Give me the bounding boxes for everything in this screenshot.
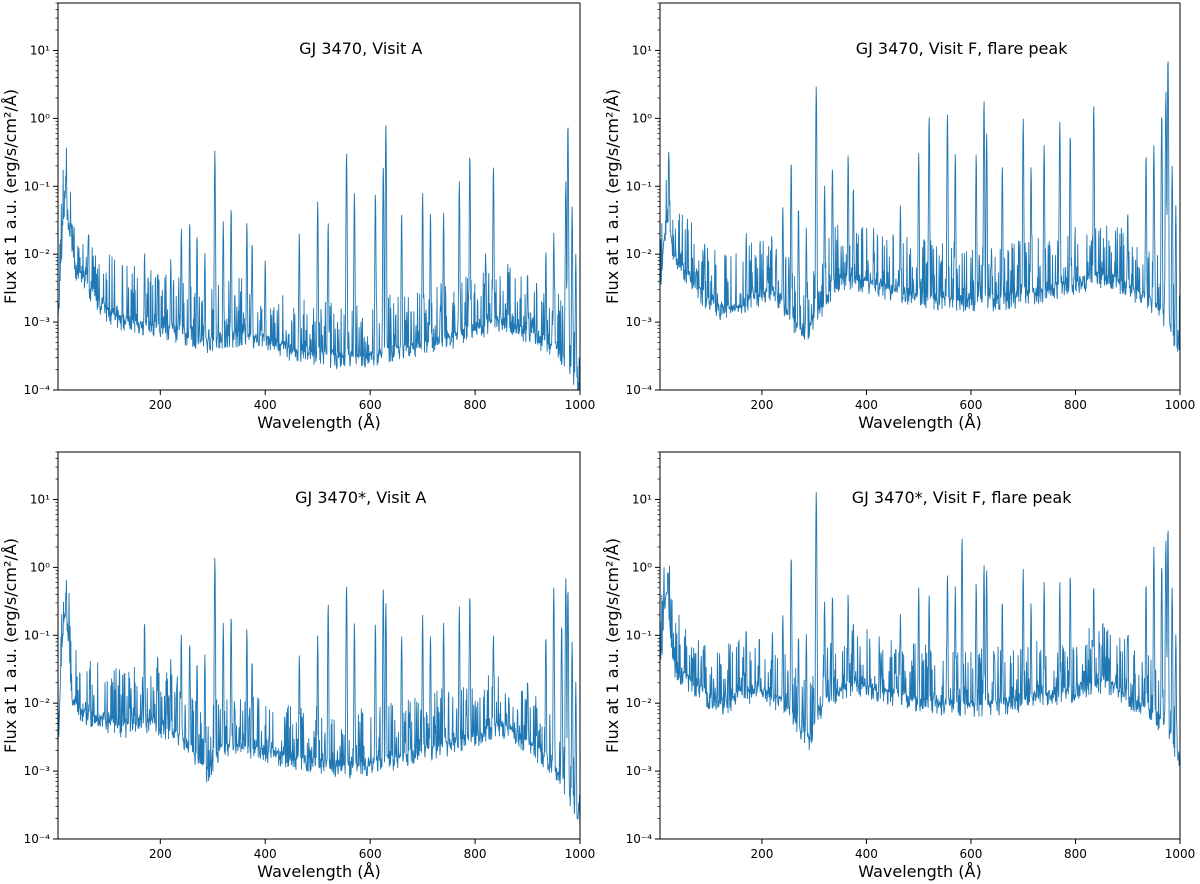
x-axis-label: Wavelength (Å) xyxy=(257,413,380,432)
x-tick-label: 400 xyxy=(855,847,878,861)
y-tick-label: 10⁻⁴ xyxy=(24,832,51,846)
y-tick-label: 10⁻³ xyxy=(24,764,51,778)
x-axis-label: Wavelength (Å) xyxy=(257,862,380,881)
spectrum-line xyxy=(58,557,580,826)
y-tick-label: 10⁻² xyxy=(24,696,51,710)
y-tick-label: 10⁻² xyxy=(626,696,653,710)
x-tick-label: 800 xyxy=(1064,847,1087,861)
x-tick-label: 800 xyxy=(464,398,487,412)
panel-title: GJ 3470, Visit A xyxy=(299,39,422,58)
y-tick-label: 10¹ xyxy=(632,43,652,57)
x-tick-label: 800 xyxy=(1064,398,1087,412)
y-axis-label: Flux at 1 a.u. (erg/s/cm²/Å) xyxy=(603,89,622,304)
y-tick-label: 10⁻⁴ xyxy=(626,383,653,397)
panel-title: GJ 3470*, Visit F, flare peak xyxy=(852,488,1072,507)
y-tick-label: 10⁻⁴ xyxy=(24,383,51,397)
chart-panel-4: 200 400 600 800 1000 10⁻⁴ 10⁻³ 10⁻² 10⁻¹ 10⁰ 10¹ Wa… xyxy=(603,451,1196,881)
panel-title: GJ 3470, Visit F, flare peak xyxy=(856,39,1068,58)
spectrum-line xyxy=(58,125,580,390)
x-tick-label: 400 xyxy=(254,847,277,861)
spectrum-line xyxy=(660,492,1180,767)
x-tick-label: 600 xyxy=(960,847,983,861)
y-tick-label: 10⁻¹ xyxy=(626,628,653,642)
y-tick-label: 10⁻¹ xyxy=(24,628,51,642)
chart-panel-3: 200 400 600 800 1000 10⁻⁴ 10⁻³ 10⁻² 10⁻¹ 10⁰ 10¹ Wa… xyxy=(1,451,596,881)
y-axis-label: Flux at 1 a.u. (erg/s/cm²/Å) xyxy=(1,89,20,304)
x-tick-label: 200 xyxy=(149,398,172,412)
x-tick-label: 1000 xyxy=(565,398,596,412)
y-tick-label: 10⁰ xyxy=(30,560,50,574)
y-tick-label: 10⁰ xyxy=(632,560,652,574)
x-tick-label: 400 xyxy=(254,398,277,412)
x-tick-label: 400 xyxy=(855,398,878,412)
x-tick-label: 200 xyxy=(750,847,773,861)
y-tick-label: 10¹ xyxy=(30,492,50,506)
y-tick-label: 10¹ xyxy=(632,492,652,506)
x-axis-label: Wavelength (Å) xyxy=(858,862,981,881)
y-axis-label: Flux at 1 a.u. (erg/s/cm²/Å) xyxy=(603,538,622,753)
y-tick-label: 10⁻¹ xyxy=(626,179,653,193)
x-tick-label: 600 xyxy=(359,398,382,412)
x-tick-label: 600 xyxy=(359,847,382,861)
y-tick-label: 10⁻⁴ xyxy=(626,832,653,846)
y-axis-label: Flux at 1 a.u. (erg/s/cm²/Å) xyxy=(1,538,20,753)
y-tick-label: 10¹ xyxy=(30,43,50,57)
y-tick-label: 10⁰ xyxy=(30,111,50,125)
y-tick-label: 10⁻³ xyxy=(626,315,653,329)
x-tick-label: 1000 xyxy=(1165,398,1196,412)
x-tick-label: 600 xyxy=(960,398,983,412)
x-tick-label: 1000 xyxy=(1165,847,1196,861)
y-tick-label: 10⁻³ xyxy=(626,764,653,778)
y-tick-label: 10⁰ xyxy=(632,111,652,125)
panel-title: GJ 3470*, Visit A xyxy=(295,488,426,507)
y-tick-label: 10⁻² xyxy=(24,247,51,261)
x-tick-label: 200 xyxy=(149,847,172,861)
y-tick-label: 10⁻³ xyxy=(24,315,51,329)
x-axis-label: Wavelength (Å) xyxy=(858,413,981,432)
x-tick-label: 800 xyxy=(464,847,487,861)
y-tick-label: 10⁻¹ xyxy=(24,179,51,193)
y-tick-label: 10⁻² xyxy=(626,247,653,261)
x-tick-label: 200 xyxy=(750,398,773,412)
x-tick-label: 1000 xyxy=(565,847,596,861)
chart-panel-1: 200 400 600 800 1000 10⁻⁴ 10⁻³ 10⁻² 10⁻¹ 10⁰ 10¹ Wa… xyxy=(1,2,596,432)
chart-panel-2: 200 400 600 800 1000 10⁻⁴ 10⁻³ 10⁻² 10⁻¹ 10⁰ 10¹ Wa… xyxy=(603,2,1196,432)
spectrum-line xyxy=(660,61,1180,352)
